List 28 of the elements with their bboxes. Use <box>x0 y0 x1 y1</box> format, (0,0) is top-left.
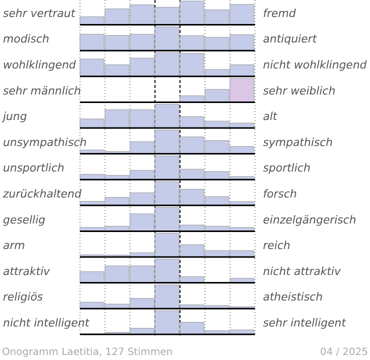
y-axis-title: religiös <box>3 290 44 304</box>
y2-axis-title: antiquiert <box>263 32 318 46</box>
y2-axis-title: fremd <box>263 6 297 20</box>
y2-axis-title: reich <box>263 239 290 252</box>
y2-axis-title: sehr weiblich <box>263 84 336 98</box>
text: 04 / 2025 <box>320 347 368 358</box>
text: Onogramm Laetitia, 127 Stimmen <box>2 347 173 358</box>
y2-axis-title: sportlich <box>263 162 310 175</box>
y2-axis-title: nicht attraktiv <box>263 264 342 278</box>
y-axis-title: arm <box>3 239 25 252</box>
y-axis-title: sehr männlich <box>3 84 82 98</box>
y2-axis-title: atheistisch <box>263 290 323 304</box>
y-axis-title: unsympathisch <box>3 136 87 149</box>
y2-axis-title: sympathisch <box>263 136 333 149</box>
y2-axis-title: sehr intelligent <box>263 316 346 330</box>
y-axis-title: gesellig <box>3 213 46 226</box>
y2-axis-title: alt <box>263 110 278 124</box>
y2-axis-title: nicht wohlklingend <box>263 58 368 72</box>
y2-axis-title: einzelgängerisch <box>263 213 356 226</box>
y-axis-title: attraktiv <box>3 264 50 278</box>
y-axis-title: wohlklingend <box>3 58 77 72</box>
y-axis-title: unsportlich <box>3 162 64 175</box>
y-axis-title: jung <box>1 110 27 124</box>
y-axis-title: nicht intelligent <box>3 316 90 330</box>
y-axis-title: modisch <box>3 32 50 46</box>
y-axis-title: zurückhaltend <box>2 188 82 200</box>
y2-axis-title: forsch <box>263 188 297 200</box>
y-axis-title: sehr vertraut <box>3 6 76 20</box>
